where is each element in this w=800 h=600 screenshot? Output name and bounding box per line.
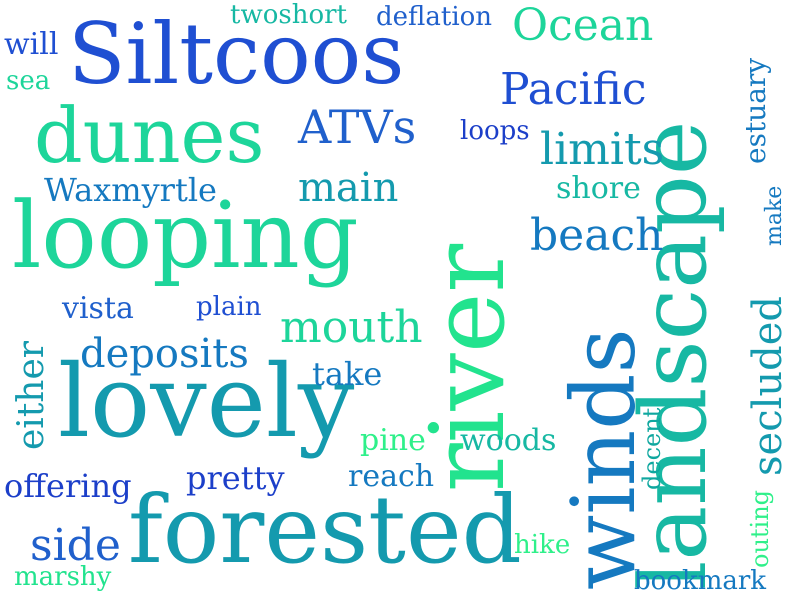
- word-reach: reach: [348, 459, 435, 494]
- word-decent: decent: [638, 407, 666, 490]
- word-limits: limits: [540, 124, 665, 175]
- word-forested: forested: [128, 476, 522, 585]
- word-lovely: lovely: [58, 343, 355, 460]
- word-winds: winds: [552, 328, 655, 590]
- word-looping: looping: [12, 182, 359, 289]
- word-marshy: marshy: [14, 562, 112, 592]
- word-woods: woods: [460, 423, 557, 458]
- word-offering: offering: [4, 467, 132, 505]
- word-waxmyrtle: Waxmyrtle: [44, 171, 217, 209]
- word-side: side: [30, 520, 121, 571]
- word-shore: shore: [556, 171, 641, 206]
- word-dunes: dunes: [34, 91, 265, 180]
- word-twoshort: twoshort: [230, 0, 347, 30]
- word-pretty: pretty: [186, 459, 285, 497]
- word-either: either: [11, 341, 52, 450]
- word-make: make: [762, 185, 787, 246]
- word-loops: loops: [460, 116, 530, 146]
- word-ocean: Ocean: [512, 0, 654, 51]
- word-hike: hike: [514, 530, 571, 560]
- word-outing: outing: [746, 489, 774, 568]
- word-sea: sea: [6, 66, 51, 96]
- word-main: main: [298, 165, 399, 211]
- word-mouth: mouth: [280, 302, 423, 353]
- word-secluded: secluded: [745, 295, 791, 476]
- word-atvs: ATVs: [298, 100, 417, 154]
- word-take: take: [312, 355, 383, 393]
- word-deposits: deposits: [80, 331, 249, 377]
- word-pacific: Pacific: [500, 64, 647, 115]
- word-beach: beach: [530, 210, 664, 261]
- word-siltcoos: Siltcoos: [68, 5, 405, 103]
- word-bookmark: bookmark: [634, 566, 767, 596]
- word-vista: vista: [62, 291, 134, 326]
- word-deflation: deflation: [376, 2, 493, 32]
- word-estuary: estuary: [739, 57, 772, 164]
- word-will: will: [4, 27, 59, 62]
- word-pine: pine: [360, 423, 426, 458]
- word-plain: plain: [196, 292, 262, 322]
